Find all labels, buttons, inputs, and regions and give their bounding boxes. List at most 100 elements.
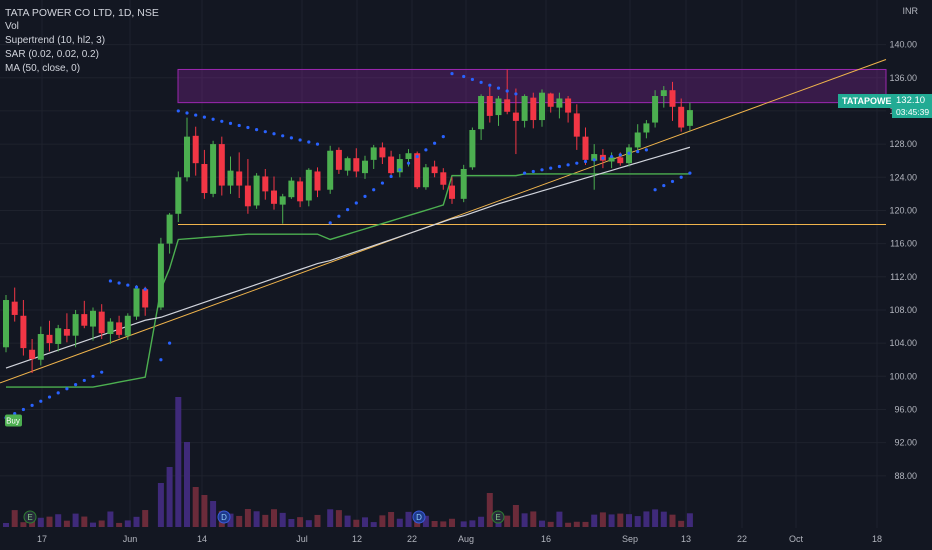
sar-dot xyxy=(415,154,419,159)
candle-body xyxy=(565,98,572,113)
volume-bar xyxy=(72,513,79,527)
sar-dot xyxy=(488,83,492,87)
volume-bar xyxy=(626,514,632,527)
sar-dot xyxy=(346,208,350,212)
sar-dot xyxy=(246,125,250,130)
sar-dot xyxy=(670,179,675,184)
sar-dot xyxy=(228,121,233,125)
legend-sar[interactable]: SAR (0.02, 0.02, 0.2) xyxy=(5,49,99,60)
sar-dot xyxy=(185,111,189,115)
sar-dot xyxy=(372,188,376,192)
volume-bar xyxy=(634,516,641,527)
volume-bar xyxy=(370,522,377,527)
candle-body xyxy=(46,334,53,344)
volume-bar xyxy=(124,520,131,527)
ma-line xyxy=(5,146,691,369)
volume-bar xyxy=(201,495,208,527)
buy-signal-label: Buy xyxy=(6,416,20,425)
sar-dot xyxy=(601,156,605,160)
time-tick-label: 18 xyxy=(872,534,882,544)
volume-bar xyxy=(652,509,659,527)
candle-body xyxy=(686,110,693,126)
sar-dot xyxy=(100,370,104,374)
time-tick-label: Oct xyxy=(789,534,804,544)
sar-dot xyxy=(540,168,544,172)
volume-bar xyxy=(11,510,18,527)
volume-bar xyxy=(37,517,44,527)
sar-dot xyxy=(281,134,285,138)
sar-dot xyxy=(159,358,163,362)
sar-dot xyxy=(441,135,445,139)
volume-bar xyxy=(279,512,286,527)
candle-body xyxy=(608,157,615,162)
sar-dot xyxy=(65,387,69,391)
supertrend-line xyxy=(6,173,690,388)
candle-body xyxy=(142,289,149,308)
volume-bar xyxy=(210,501,217,527)
sar-dot xyxy=(575,161,579,165)
volume-bar xyxy=(166,467,173,527)
volume-bar xyxy=(157,483,164,527)
sar-dot xyxy=(688,171,692,175)
time-tick-label: 22 xyxy=(407,534,417,544)
event-marker-label: D xyxy=(416,513,422,522)
candle-body xyxy=(370,147,377,160)
volume-bar xyxy=(388,512,395,527)
volume-bar xyxy=(379,515,386,527)
candle-body xyxy=(288,180,295,198)
volume-bar xyxy=(669,514,676,527)
event-marker xyxy=(412,510,426,524)
price-tick-label: 108.00 xyxy=(889,305,917,315)
sar-dot xyxy=(47,395,52,399)
legend-vol[interactable]: Vol xyxy=(5,21,19,32)
time-tick-label: 12 xyxy=(352,534,362,544)
sar-dot xyxy=(211,117,215,121)
candle-body xyxy=(227,170,234,186)
price-tick-label: 136.00 xyxy=(889,73,917,83)
candle-body xyxy=(512,112,519,121)
sar-dot xyxy=(126,283,130,287)
sar-dot xyxy=(143,287,147,291)
volume-bar xyxy=(81,516,88,527)
volume-bar xyxy=(512,505,519,527)
sar-dot xyxy=(505,89,509,93)
symbol-badge: TATAPOWER xyxy=(838,94,902,108)
sar-dot xyxy=(610,154,614,159)
time-tick-label: 13 xyxy=(681,534,691,544)
sar-dot xyxy=(549,166,553,170)
sar-dot xyxy=(298,138,302,142)
sar-dot xyxy=(272,132,276,136)
candle-body xyxy=(3,300,9,348)
time-axis: 17 Jun 14 Jul 12 22 Aug 16 Sep 13 22 Oct 18 xyxy=(37,534,882,544)
time-tick-label: 22 xyxy=(737,534,747,544)
sar-dot xyxy=(450,72,454,76)
volume-bar xyxy=(133,516,140,527)
candle-body xyxy=(116,322,123,335)
sar-dot xyxy=(679,175,683,179)
buy-signal-badge xyxy=(5,414,22,427)
candle-body xyxy=(344,158,351,171)
volume-bar xyxy=(478,516,485,527)
volume-bar xyxy=(422,515,429,527)
sar-dots xyxy=(4,72,692,420)
sar-dot xyxy=(56,391,60,395)
volume-bar xyxy=(431,521,438,527)
candle-body xyxy=(37,334,44,360)
candle-body xyxy=(626,147,632,164)
price-tick-label: 92.00 xyxy=(894,438,917,448)
volume-bar xyxy=(530,511,537,527)
candles xyxy=(3,69,693,373)
volume-bar xyxy=(227,513,234,527)
candle-body xyxy=(521,96,528,121)
volume-bar xyxy=(297,517,304,527)
sar-dot xyxy=(398,168,402,172)
volume-bar xyxy=(175,397,182,527)
legend-title[interactable]: TATA POWER CO LTD, 1D, NSE xyxy=(5,7,159,19)
legend-ma[interactable]: MA (50, close, 0) xyxy=(5,63,81,74)
sar-dot xyxy=(13,412,17,416)
bar-countdown: 03:45:39 xyxy=(892,106,932,118)
candle-body xyxy=(271,190,277,204)
candle-body xyxy=(643,123,650,133)
legend-supertrend[interactable]: Supertrend (10, hl2, 3) xyxy=(5,35,106,46)
